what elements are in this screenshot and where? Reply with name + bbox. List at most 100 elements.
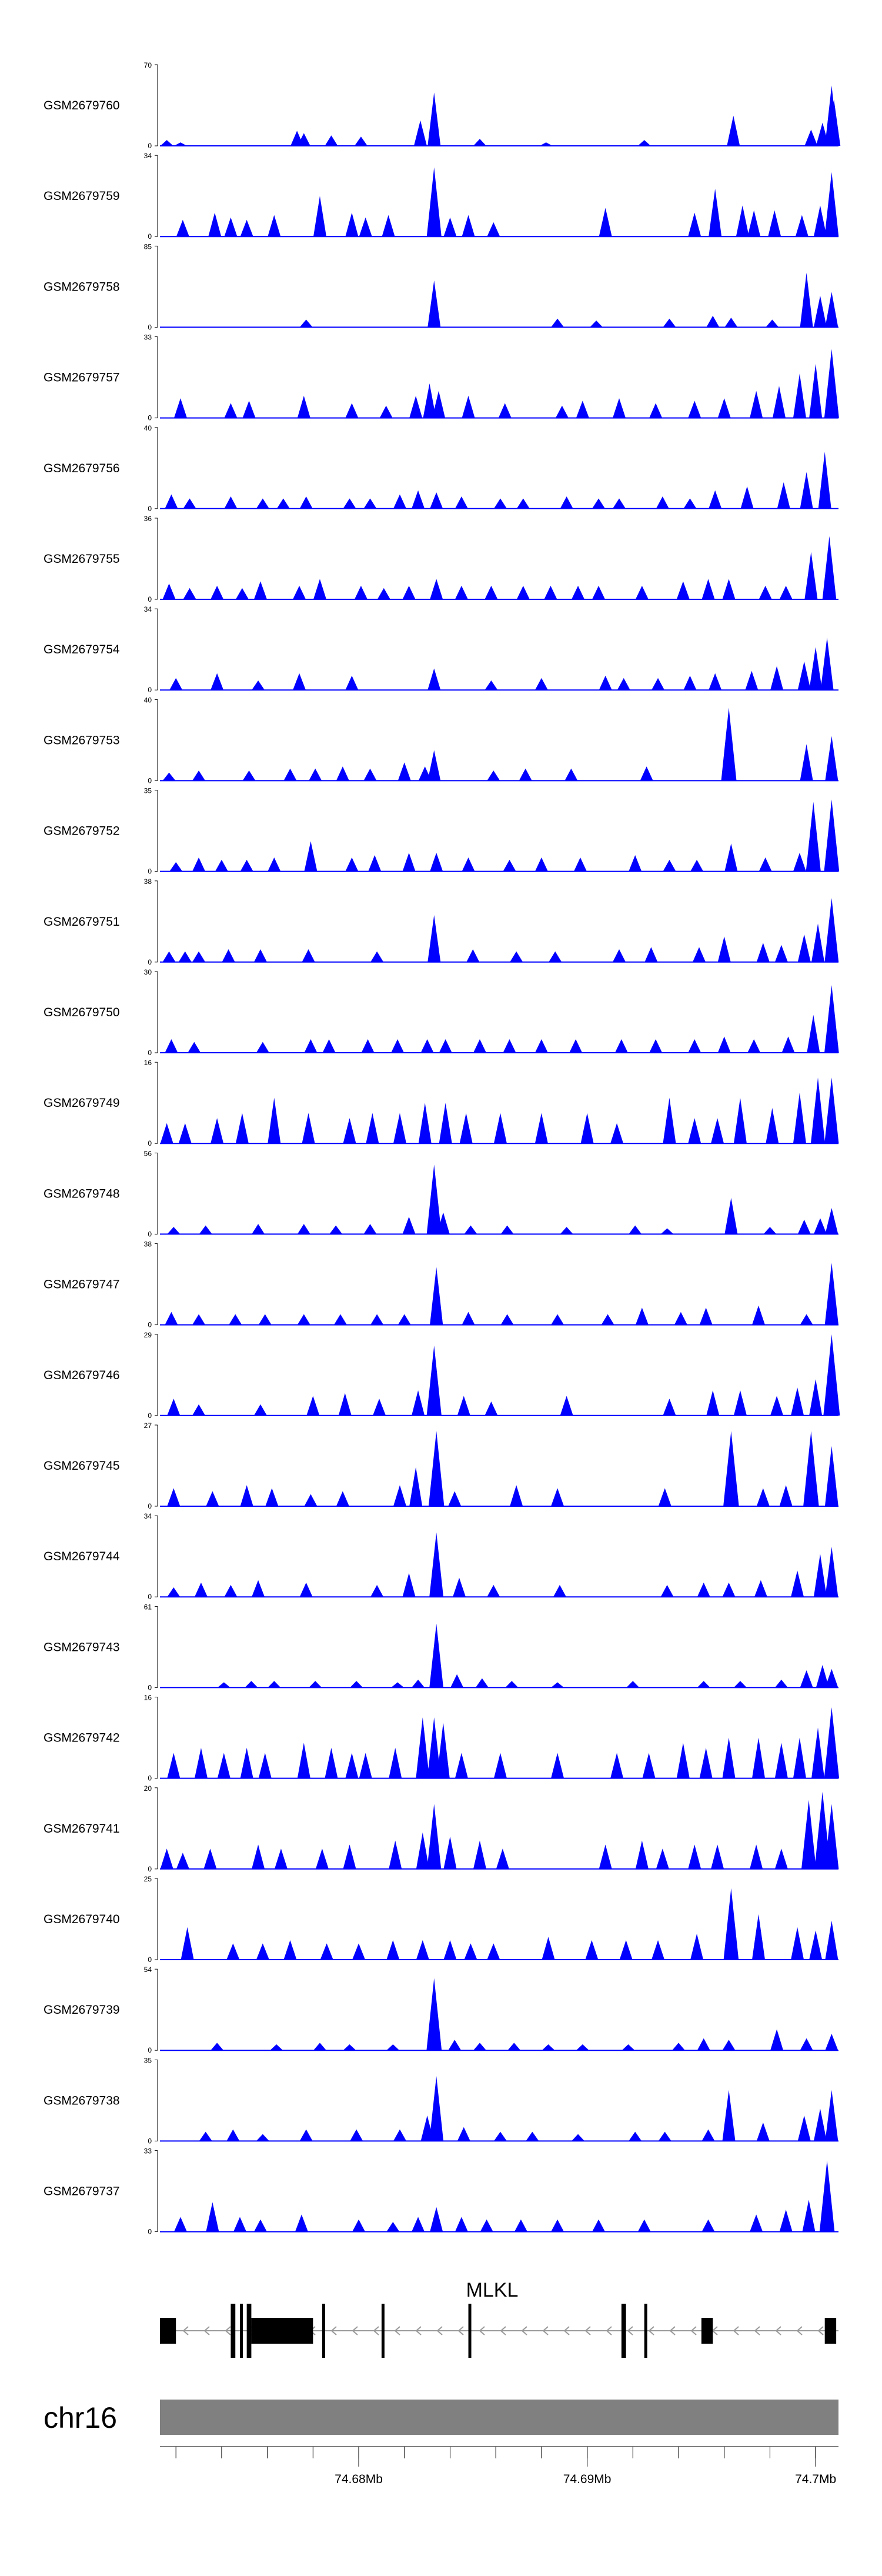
coverage-peak [235, 1113, 249, 1144]
coverage-peak [590, 321, 603, 328]
coverage-peak [688, 401, 701, 418]
coverage-peak [811, 923, 825, 962]
coverage-peak [779, 2209, 793, 2232]
coverage-peak [265, 1488, 279, 1506]
coverage-peak [345, 1753, 359, 1778]
coverage-peak [397, 762, 411, 781]
coverage-peak [629, 2131, 642, 2141]
coverage-peak [637, 140, 651, 146]
coverage-peak [551, 1682, 564, 1688]
coverage-peak [217, 1753, 230, 1778]
coverage-peak [363, 498, 377, 509]
coverage-peak [363, 1224, 377, 1234]
coverage-peak [412, 490, 425, 509]
coverage-peak [240, 1747, 253, 1778]
y-max-label: 20 [144, 1784, 152, 1793]
coverage-peak [389, 1840, 402, 1869]
y-zero-label: 0 [148, 1321, 152, 1329]
coverage-peak [208, 212, 222, 237]
coverage-peak [443, 1940, 457, 1960]
coverage-peak [610, 1123, 624, 1144]
strand-arrow [182, 2326, 189, 2335]
track-label: GSM2679757 [44, 371, 120, 385]
strand-arrow [330, 2326, 337, 2335]
coverage-peak [819, 2160, 835, 2232]
coverage-peak [592, 498, 606, 509]
coverage-peak [427, 750, 441, 781]
coverage-peak [206, 1491, 219, 1506]
coverage-peak [774, 1679, 788, 1688]
strand-arrow [394, 2326, 400, 2335]
coverage-peak [811, 1727, 825, 1778]
coverage-peak [313, 196, 326, 237]
coverage-peak [226, 1943, 240, 1960]
coverage-peak [644, 947, 658, 962]
coverage-peak [747, 1039, 761, 1053]
coverage-peak [612, 498, 626, 509]
coverage-peak [500, 1225, 514, 1234]
coverage-peak [448, 2040, 462, 2051]
gene-name: MLKL [466, 2279, 519, 2301]
coverage-track: GSM2679754 34 0 [44, 605, 838, 694]
coverage-peak [343, 498, 356, 509]
coverage-peak [233, 2217, 246, 2232]
coverage-peak [818, 452, 831, 509]
coverage-peak [487, 222, 500, 237]
coverage-peak [740, 486, 754, 509]
strand-arrow [203, 2326, 210, 2335]
coverage-peak [542, 1937, 555, 1960]
coverage-peak [652, 678, 665, 690]
genomic-axis: 74.68Mb 74.69Mb 74.7Mb [160, 2446, 838, 2486]
x-tick-label: 74.69Mb [563, 2472, 612, 2486]
y-zero-label: 0 [148, 2228, 152, 2236]
coverage-peak [824, 172, 839, 237]
coverage-peak [688, 1118, 701, 1144]
coverage-peak [564, 768, 578, 781]
coverage-peak [514, 2219, 527, 2232]
coverage-track: GSM2679759 34 0 [44, 152, 839, 241]
coverage-peak [487, 1943, 500, 1960]
coverage-track: GSM2679740 25 0 [44, 1875, 838, 1964]
coverage-peak [493, 498, 507, 509]
coverage-peak [801, 1800, 816, 1869]
coverage-peak [750, 2214, 763, 2232]
coverage-peak [750, 391, 763, 418]
y-max-label: 16 [144, 1059, 152, 1067]
coverage-peak [409, 1467, 423, 1506]
coverage-peak [493, 2131, 507, 2141]
coverage-peak [354, 136, 368, 146]
coverage-peak [658, 1488, 671, 1506]
coverage-peak [697, 1681, 710, 1688]
coverage-peak [827, 99, 841, 146]
exon [322, 2304, 325, 2358]
coverage-peak [802, 2200, 816, 2232]
exon [824, 2318, 837, 2344]
coverage-peak [683, 675, 697, 690]
coverage-peak [763, 1227, 777, 1234]
coverage-peak [416, 1940, 429, 1960]
coverage-peak [797, 1219, 811, 1234]
strand-arrow [796, 2326, 803, 2335]
track-label: GSM2679749 [44, 1096, 120, 1110]
coverage-peak [723, 1431, 739, 1506]
coverage-peak [722, 579, 736, 599]
coverage-peak [676, 1743, 690, 1778]
coverage-peak [475, 1678, 489, 1688]
coverage-peak [766, 1107, 779, 1144]
coverage-peak [480, 2219, 493, 2232]
coverage-peak [224, 496, 238, 509]
coverage-peak [393, 1485, 406, 1506]
coverage-peak [412, 1390, 425, 1416]
y-max-label: 16 [144, 1694, 152, 1702]
coverage-peak [496, 1848, 509, 1869]
coverage-peak [791, 1387, 804, 1416]
coverage-peak [389, 1747, 402, 1778]
coverage-peak [370, 951, 384, 962]
coverage-peak [183, 498, 196, 509]
coverage-peak [343, 1118, 356, 1144]
coverage-peak [747, 210, 761, 237]
coverage-peak [268, 1681, 281, 1688]
y-max-label: 40 [144, 424, 152, 432]
coverage-peak [814, 1791, 831, 1869]
